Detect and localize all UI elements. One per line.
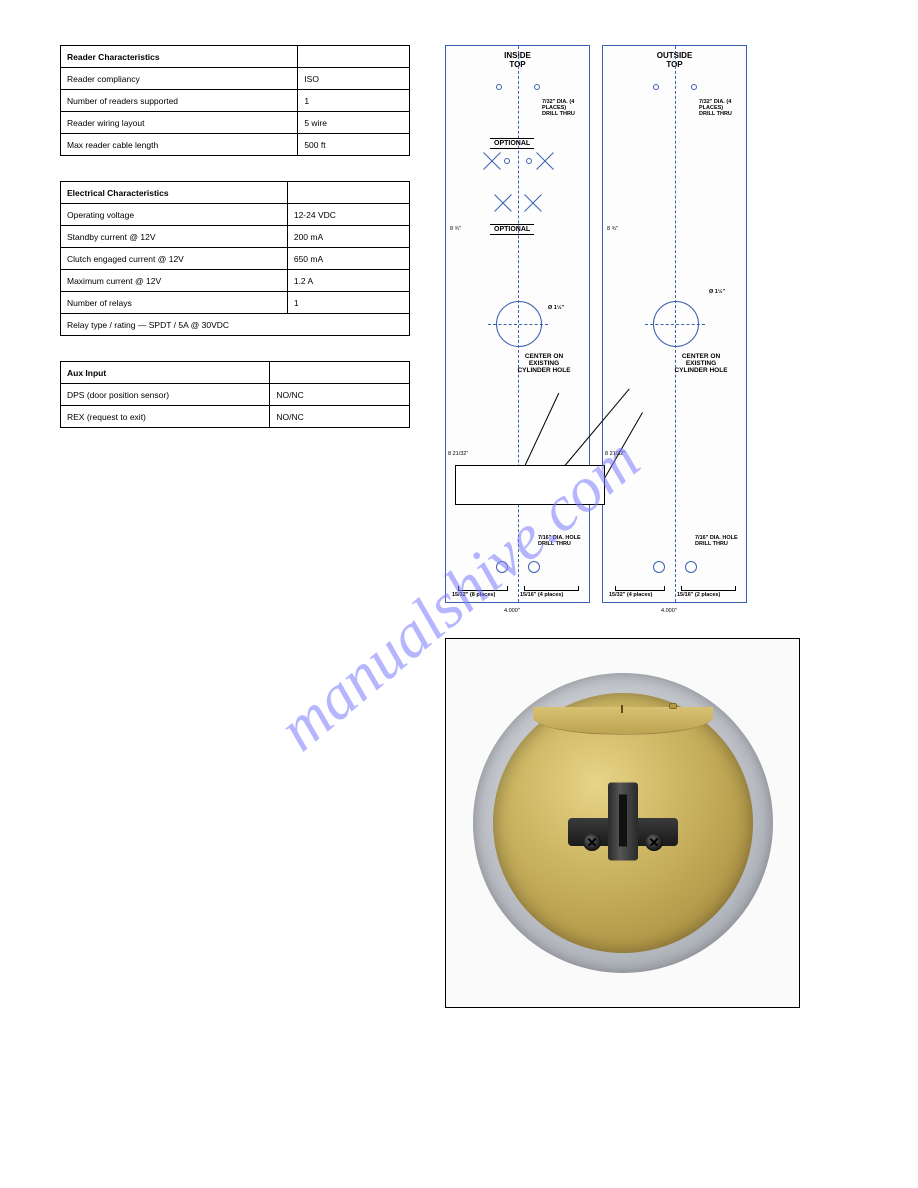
center-label: CENTER ON EXISTING CYLINDER HOLE — [661, 354, 741, 374]
drill-hole — [496, 561, 508, 573]
bracket-dim — [458, 586, 508, 591]
drill-hole — [653, 84, 659, 90]
table1-header-left: Reader Characteristics — [61, 46, 298, 68]
page-layout: Reader Characteristics Reader compliancy… — [60, 45, 858, 1008]
table-row: REX (request to exit)NO/NC — [61, 406, 410, 428]
table-row: Operating voltage12-24 VDC — [61, 204, 410, 226]
bracket-dim — [681, 586, 736, 591]
panel-width: 4.000" — [661, 608, 677, 614]
lock-cylinder-figure — [445, 638, 800, 1008]
drill-hole — [528, 561, 540, 573]
drill-label: 7/32" DIA. (4 PLACES) DRILL THRU — [542, 100, 589, 117]
cam-screw — [583, 833, 601, 851]
right-column: INSIDE TOP 7/32" DIA. (4 PLACES) DRILL T… — [445, 45, 845, 1008]
bracket-lbl: 15/16" (4 places) — [520, 592, 563, 598]
table3-header-left: Aux Input — [61, 362, 270, 384]
drill-hole — [685, 561, 697, 573]
drill-hole — [496, 84, 502, 90]
x-marker — [481, 150, 503, 172]
crosshair-h — [488, 324, 548, 325]
drill-label: 7/32" DIA. (4 PLACES) DRILL THRU — [699, 100, 746, 117]
table1-header-right — [298, 46, 410, 68]
optional-label: OPTIONAL — [490, 224, 534, 235]
bracket-lbl: 15/32" (8 places) — [452, 592, 495, 598]
table-row: Reader compliancyISO — [61, 68, 410, 90]
reader-characteristics-table: Reader Characteristics Reader compliancy… — [60, 45, 410, 156]
crosshair-h — [645, 324, 705, 325]
dia716-label: 7/16" DIA. HOLE DRILL THRU — [538, 536, 581, 548]
drill-template-diagram: INSIDE TOP 7/32" DIA. (4 PLACES) DRILL T… — [445, 45, 845, 603]
table2-header-left: Electrical Characteristics — [61, 182, 288, 204]
drill-hole — [653, 561, 665, 573]
dia716-label: 7/16" DIA. HOLE DRILL THRU — [695, 536, 738, 548]
x-marker — [492, 192, 514, 214]
table3-header-right — [270, 362, 410, 384]
dia-label: Ø 1½" — [548, 306, 564, 312]
dia-label: Ø 1½" — [709, 290, 725, 296]
drill-hole — [534, 84, 540, 90]
cam-screw — [645, 833, 663, 851]
dim-834: 8 ¾" — [607, 226, 618, 232]
drill-hole — [691, 84, 697, 90]
drill-hole — [504, 158, 510, 164]
bracket-lbl: 15/32" (4 places) — [609, 592, 652, 598]
optional-label: OPTIONAL — [490, 138, 534, 149]
outside-panel: OUTSIDE TOP 7/32" DIA. (4 PLACES) DRILL … — [602, 45, 747, 603]
keyway-slot — [608, 782, 638, 860]
table2-header-right — [287, 182, 409, 204]
drill-hole — [526, 158, 532, 164]
pin-chamber — [669, 703, 677, 709]
aux-input-table: Aux Input DPS (door position sensor)NO/N… — [60, 361, 410, 428]
panel-width: 4.000" — [504, 608, 520, 614]
table-row-merged: Relay type / rating — SPDT / 5A @ 30VDC — [61, 314, 410, 336]
callout-box — [455, 465, 605, 505]
bracket-lbl: 15/16" (2 places) — [677, 592, 720, 598]
electrical-characteristics-table: Electrical Characteristics Operating vol… — [60, 181, 410, 336]
bracket-dim — [524, 586, 579, 591]
center-label: CENTER ON EXISTING CYLINDER HOLE — [504, 354, 584, 374]
table-row: Maximum current @ 12V1.2 A — [61, 270, 410, 292]
x-marker — [522, 192, 544, 214]
inside-panel: INSIDE TOP 7/32" DIA. (4 PLACES) DRILL T… — [445, 45, 590, 603]
dim-82132: 8 21/32" — [448, 451, 468, 457]
table-row: Max reader cable length500 ft — [61, 134, 410, 156]
pin-slit — [621, 705, 623, 713]
table-row: Reader wiring layout5 wire — [61, 112, 410, 134]
table-row: DPS (door position sensor)NO/NC — [61, 384, 410, 406]
dim-82132: 8 21/32" — [605, 451, 625, 457]
x-marker — [534, 150, 556, 172]
left-column: Reader Characteristics Reader compliancy… — [60, 45, 410, 1008]
table-row: Standby current @ 12V200 mA — [61, 226, 410, 248]
cylinder-housing — [473, 673, 773, 973]
table-row: Clutch engaged current @ 12V650 mA — [61, 248, 410, 270]
table-row: Number of relays1 — [61, 292, 410, 314]
bible-flat — [533, 707, 713, 735]
bracket-dim — [615, 586, 665, 591]
dim-834: 8 ¾" — [450, 226, 461, 232]
cylinder-face — [493, 693, 753, 953]
table-row: Number of readers supported1 — [61, 90, 410, 112]
